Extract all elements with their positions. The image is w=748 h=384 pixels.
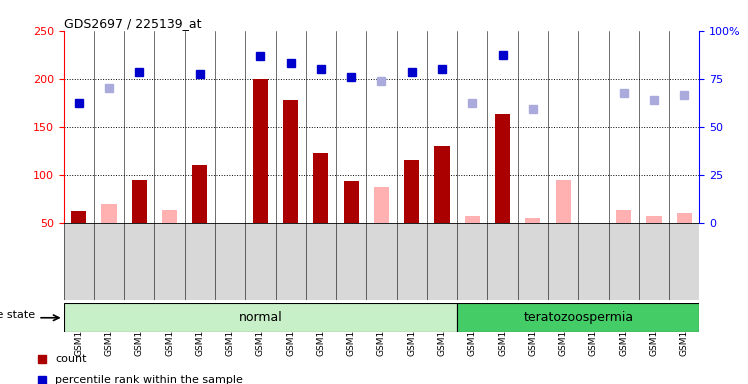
Bar bbox=[616, 210, 631, 223]
Text: disease state: disease state bbox=[0, 310, 35, 320]
Bar bbox=[404, 161, 420, 223]
Bar bbox=[525, 218, 540, 223]
Bar bbox=[457, 303, 699, 332]
Text: GDS2697 / 225139_at: GDS2697 / 225139_at bbox=[64, 17, 201, 30]
Bar bbox=[465, 216, 480, 223]
Bar bbox=[313, 153, 328, 223]
Bar bbox=[71, 211, 86, 223]
Bar bbox=[64, 303, 457, 332]
Bar bbox=[495, 114, 510, 223]
Bar bbox=[435, 146, 450, 223]
Bar bbox=[646, 216, 661, 223]
Text: count: count bbox=[55, 354, 87, 364]
Bar bbox=[132, 180, 147, 223]
Bar bbox=[162, 210, 177, 223]
Text: percentile rank within the sample: percentile rank within the sample bbox=[55, 375, 243, 384]
Bar bbox=[343, 182, 359, 223]
Bar bbox=[374, 187, 389, 223]
Bar bbox=[283, 100, 298, 223]
Bar bbox=[102, 204, 117, 223]
Bar bbox=[253, 79, 268, 223]
Text: normal: normal bbox=[239, 311, 282, 324]
Bar bbox=[677, 213, 692, 223]
Bar bbox=[192, 165, 207, 223]
Bar bbox=[556, 180, 571, 223]
Text: teratozoospermia: teratozoospermia bbox=[523, 311, 634, 324]
